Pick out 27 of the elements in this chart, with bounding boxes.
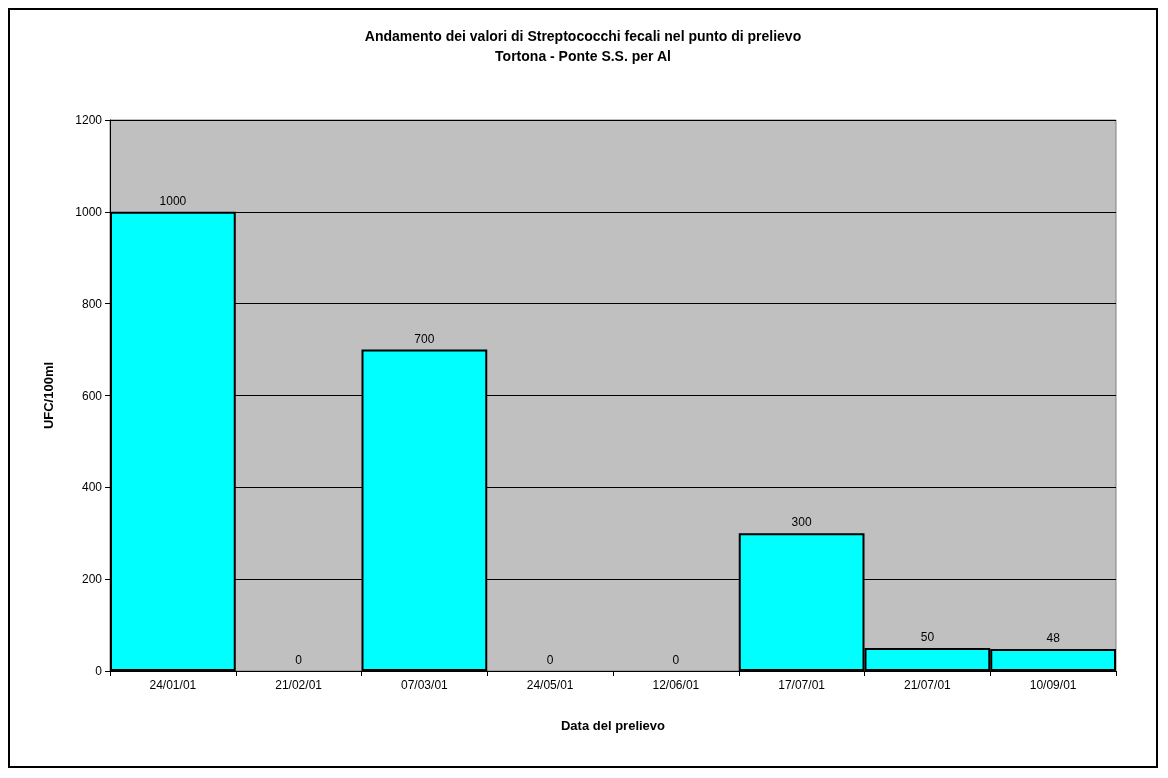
x-tick-label: 10/09/01 xyxy=(1029,678,1077,692)
y-tick-label: 200 xyxy=(81,572,103,587)
data-label: 0 xyxy=(295,653,303,667)
y-tick-label: 1000 xyxy=(75,204,103,219)
data-label: 48 xyxy=(1046,630,1061,645)
data-label: 1000 xyxy=(159,193,187,208)
y-tick-label: 1200 xyxy=(75,113,103,127)
y-tick-label: 0 xyxy=(95,664,103,678)
y-axis-title: UFC/100ml xyxy=(41,361,56,430)
x-tick-label: 24/01/01 xyxy=(149,678,197,692)
data-label: 0 xyxy=(546,653,554,667)
x-tick-label: 17/07/01 xyxy=(778,678,826,692)
data-label: 0 xyxy=(672,653,680,667)
x-tick-label: 07/03/01 xyxy=(401,678,449,692)
x-tick-label: 24/05/01 xyxy=(526,678,574,692)
y-tick-label: 600 xyxy=(81,388,103,403)
chart-title: Andamento dei valori di Streptococchi fecali nel punto di prelievo xyxy=(364,28,802,44)
x-tick-label: 12/06/01 xyxy=(652,678,700,692)
x-axis-title: Data del prelievo xyxy=(560,718,666,733)
data-label: 700 xyxy=(414,331,435,346)
y-tick-label: 400 xyxy=(81,480,103,495)
data-label: 50 xyxy=(920,630,935,645)
chart-subtitle: Tortona - Ponte S.S. per Al xyxy=(495,48,671,64)
y-tick-label: 800 xyxy=(81,296,103,311)
x-tick-label: 21/07/01 xyxy=(904,678,952,692)
x-tick-label: 21/02/01 xyxy=(275,678,323,692)
data-label: 300 xyxy=(791,515,812,530)
